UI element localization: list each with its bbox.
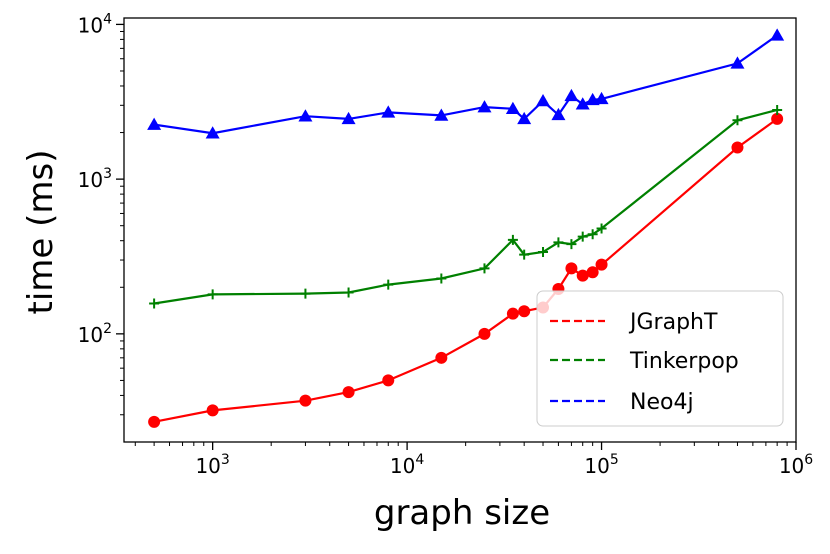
data-point-jgrapht [518,305,531,318]
data-point-neo4j [381,105,396,118]
data-point-jgrapht [342,386,355,399]
data-point-neo4j [594,91,609,105]
x-tick-label: 103 [195,452,229,478]
data-point-neo4j [477,100,492,113]
series-tinkerpop [149,104,783,309]
legend-label-neo4j: Neo4j [630,390,694,415]
legend: JGraphT Tinkerpop Neo4j [536,290,784,427]
plot-frame [123,17,797,443]
data-point-neo4j [536,93,551,107]
data-point-tinkerpop [596,223,607,234]
x-tick-label: 106 [779,452,813,478]
data-point-jgrapht [576,269,589,282]
data-point-jgrapht [148,415,161,428]
legend-box [536,290,784,427]
data-point-tinkerpop [436,273,447,284]
series-layer [147,28,785,428]
data-point-tinkerpop [538,247,549,258]
data-point-tinkerpop [577,231,588,242]
x-tick-label: 105 [584,452,618,478]
data-point-jgrapht [586,266,599,279]
data-point-tinkerpop [587,229,598,240]
data-point-jgrapht [478,327,491,340]
y-axis-label: time (ms) [21,150,61,315]
data-point-jgrapht [595,258,608,271]
data-point-neo4j [147,117,162,130]
data-point-tinkerpop [300,288,311,299]
data-point-neo4j [505,101,520,115]
data-point-jgrapht [299,394,312,407]
data-point-jgrapht [771,112,784,125]
data-point-jgrapht [206,404,219,417]
data-point-tinkerpop [772,104,783,115]
data-point-jgrapht [435,351,448,364]
legend-label-tinkerpop: Tinkerpop [629,349,739,374]
data-point-neo4j [575,97,590,110]
data-point-neo4j [298,109,313,122]
y-tick-label: 104 [78,11,112,37]
data-point-jgrapht [382,374,395,387]
data-point-jgrapht [565,262,578,275]
data-point-jgrapht [731,141,744,154]
data-point-neo4j [341,111,356,125]
y-tick-label: 102 [78,321,112,347]
data-point-tinkerpop [383,279,394,290]
tick-layer: 103 104 105 106 102 103 104 [78,11,814,478]
data-point-neo4j [517,111,532,125]
data-point-neo4j [564,88,579,102]
data-point-tinkerpop [553,237,564,248]
data-point-neo4j [205,126,220,139]
x-tick-label: 104 [390,452,424,478]
series-neo4j [147,28,785,139]
series-jgrapht [148,112,784,428]
data-point-jgrapht [506,307,519,320]
data-point-tinkerpop [343,287,354,298]
data-point-tinkerpop [566,239,577,250]
data-point-tinkerpop [519,249,530,260]
data-point-tinkerpop [507,234,518,245]
data-point-neo4j [730,56,745,69]
x-axis-label: graph size [374,493,550,533]
data-point-tinkerpop [479,263,490,274]
legend-label-jgrapht: JGraphT [628,310,718,335]
y-tick-label: 103 [78,166,112,192]
data-point-tinkerpop [732,115,743,126]
data-point-tinkerpop [149,298,160,309]
data-point-neo4j [770,28,785,41]
data-point-neo4j [434,108,449,121]
data-point-neo4j [551,107,566,121]
data-point-tinkerpop [207,289,218,300]
